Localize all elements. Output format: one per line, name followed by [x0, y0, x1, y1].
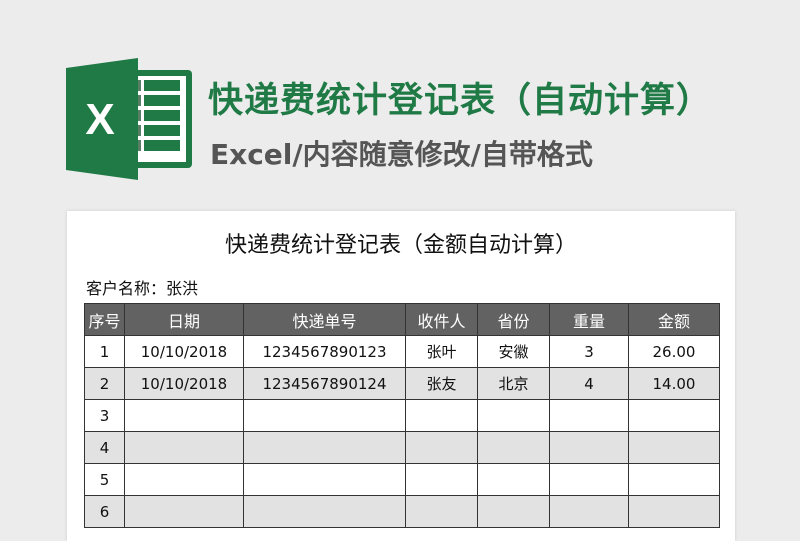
table-cell[interactable]: [243, 431, 406, 464]
table-cell[interactable]: 10/10/2018: [124, 367, 244, 400]
table-cell[interactable]: [243, 463, 406, 496]
table-cell[interactable]: [405, 495, 478, 528]
sheet-card: 快递费统计登记表（金额自动计算） 客户名称：张洪 序号 日期 快递单号 收件人 省份 重量…: [67, 211, 735, 541]
table-cell[interactable]: [124, 399, 244, 432]
table-cell[interactable]: [549, 463, 629, 496]
table-row: 4: [84, 431, 720, 464]
sheet-title: 快递费统计登记表（金额自动计算）: [224, 233, 577, 258]
table-cell[interactable]: [549, 431, 629, 464]
table-cell[interactable]: [477, 463, 550, 496]
table-cell[interactable]: 1234567890124: [243, 367, 406, 400]
table-cell[interactable]: [243, 495, 406, 528]
column-header: 日期: [124, 303, 244, 336]
table-cell[interactable]: [124, 463, 244, 496]
table-cell[interactable]: 10/10/2018: [124, 335, 244, 368]
table-cell[interactable]: 1: [84, 335, 125, 368]
logo-letter: X: [85, 95, 114, 144]
excel-logo-icon: X: [66, 58, 192, 180]
table-cell[interactable]: [628, 399, 720, 432]
express-fee-table: 序号 日期 快递单号 收件人 省份 重量 金额 1 10/10/2018 12345678901…: [84, 303, 720, 528]
column-header: 序号: [84, 303, 125, 336]
table-cell[interactable]: [628, 463, 720, 496]
column-header: 金额: [628, 303, 720, 336]
table-cell[interactable]: 北京: [477, 367, 550, 400]
table-cell[interactable]: [549, 495, 629, 528]
customer-name: 客户名称：张洪: [86, 279, 199, 298]
page-subtitle: Excel/内容随意修改/自带格式: [210, 138, 593, 171]
column-header: 快递单号: [243, 303, 406, 336]
table-cell[interactable]: 2: [84, 367, 125, 400]
table-cell[interactable]: 张叶: [405, 335, 478, 368]
table-cell[interactable]: [628, 431, 720, 464]
column-header: 省份: [477, 303, 550, 336]
column-header: 重量: [549, 303, 629, 336]
table-row: 1 10/10/2018 1234567890123 张叶 安徽 3 26.00: [84, 335, 720, 368]
table-cell[interactable]: [405, 463, 478, 496]
table-cell[interactable]: [124, 495, 244, 528]
table-cell[interactable]: 5: [84, 463, 125, 496]
table-cell[interactable]: 3: [549, 335, 629, 368]
table-cell[interactable]: [549, 399, 629, 432]
table-cell[interactable]: 4: [84, 431, 125, 464]
column-header: 收件人: [405, 303, 478, 336]
table-cell[interactable]: [405, 399, 478, 432]
table-row: 6: [84, 495, 720, 528]
table-cell[interactable]: 3: [84, 399, 125, 432]
table-row: 3: [84, 399, 720, 432]
table-cell[interactable]: 26.00: [628, 335, 720, 368]
table-row: 5: [84, 463, 720, 496]
table-cell[interactable]: 张友: [405, 367, 478, 400]
table-cell[interactable]: 4: [549, 367, 629, 400]
table-cell[interactable]: [477, 495, 550, 528]
table-cell[interactable]: 6: [84, 495, 125, 528]
table-cell[interactable]: 安徽: [477, 335, 550, 368]
table-row: 2 10/10/2018 1234567890124 张友 北京 4 14.00: [84, 367, 720, 400]
table-cell[interactable]: 1234567890123: [243, 335, 406, 368]
table-cell[interactable]: [405, 431, 478, 464]
table-cell[interactable]: [124, 431, 244, 464]
page-title: 快递费统计登记表（自动计算）: [208, 81, 713, 121]
table-cell[interactable]: [477, 399, 550, 432]
table-cell[interactable]: [628, 495, 720, 528]
table-cell[interactable]: [477, 431, 550, 464]
table-cell[interactable]: [243, 399, 406, 432]
table-cell[interactable]: 14.00: [628, 367, 720, 400]
table-header-row: 序号 日期 快递单号 收件人 省份 重量 金额: [84, 303, 720, 336]
